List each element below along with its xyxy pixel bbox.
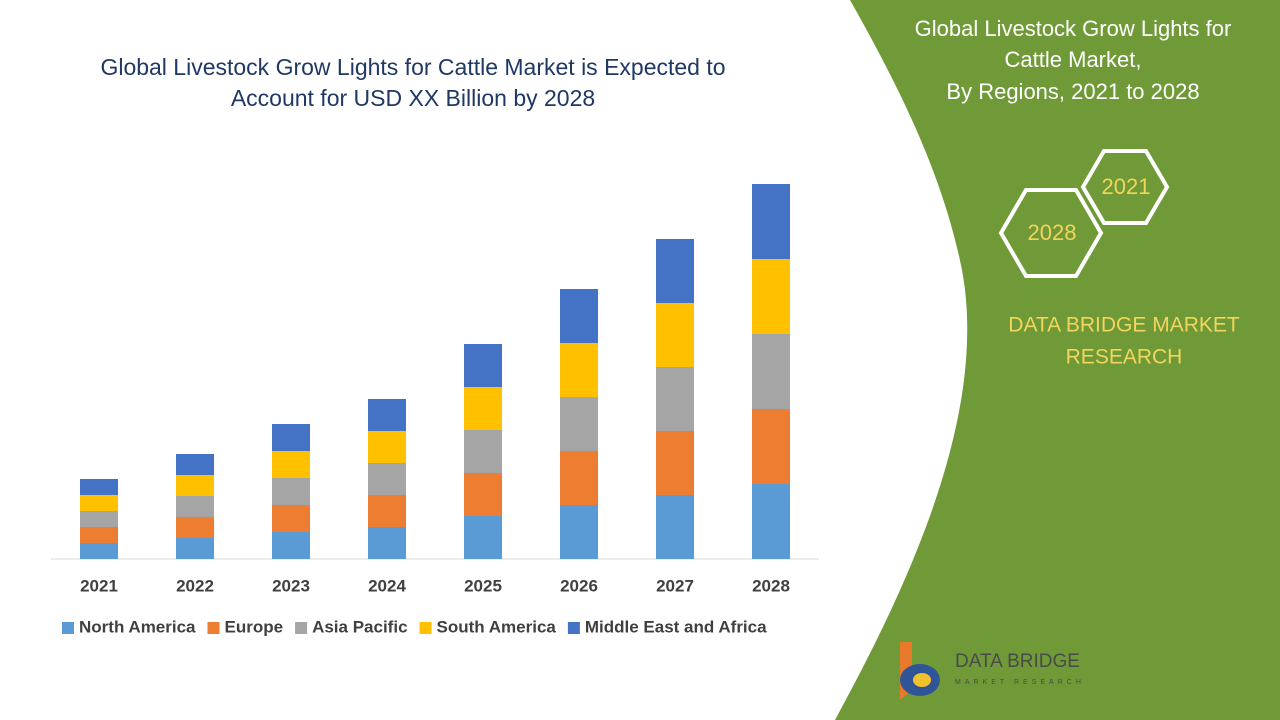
bar-segment (368, 399, 406, 431)
bar-segment (80, 543, 118, 559)
bar-segment (176, 496, 214, 517)
bar-segment (464, 473, 502, 516)
x-tick-label: 2026 (560, 576, 598, 595)
bar-segment (176, 454, 214, 475)
x-tick-label: 2023 (272, 576, 310, 595)
bar-segment (80, 479, 118, 495)
bar-segment (80, 511, 118, 527)
legend-label: South America (437, 617, 557, 636)
legend-swatch (207, 622, 220, 634)
logo-tagline: MARKET RESEARCH (955, 679, 1085, 686)
legend-label: North America (79, 617, 196, 636)
chart-title: Global Livestock Grow Lights for Cattle … (100, 54, 726, 111)
bar-segment (368, 527, 406, 559)
bar-segment (464, 387, 502, 430)
green-panel (835, 0, 1280, 720)
bar-segment (560, 451, 598, 505)
bar-segment (656, 239, 694, 303)
hexagon (1080, 149, 1170, 225)
bar-segment (560, 397, 598, 451)
bar-segment (464, 430, 502, 473)
bar-segment (656, 303, 694, 367)
brand-text: RESEARCH (1066, 346, 1183, 369)
bar-segment (752, 484, 790, 559)
bar-segment (272, 532, 310, 559)
bar-segment (656, 367, 694, 431)
bar-segment (176, 538, 214, 559)
x-tick-label: 2022 (176, 576, 214, 595)
x-tick-label: 2021 (80, 576, 118, 595)
panel-title: Global Livestock Grow Lights for (915, 16, 1232, 41)
legend-label: Europe (225, 617, 284, 636)
logo: DATA BRIDGE MARKET RESEARCH (900, 642, 1085, 700)
bar-segment (272, 478, 310, 505)
bar-segment (368, 495, 406, 527)
bar-segment (464, 344, 502, 387)
bar-segment (656, 495, 694, 559)
legend-swatch (295, 622, 308, 634)
panel-title: Cattle Market, (1005, 47, 1142, 72)
x-tick-label: 2028 (752, 576, 790, 595)
bar-segment (752, 334, 790, 409)
legend-swatch (62, 622, 74, 634)
legend-swatch (419, 622, 432, 634)
brand-text: DATA BRIDGE MARKET (1008, 314, 1240, 337)
bar-segment (80, 495, 118, 511)
bar-segment (176, 475, 214, 496)
bar-segment (272, 505, 310, 532)
hexagon-label: 2021 (1102, 174, 1151, 199)
hexagon (998, 188, 1104, 278)
bar-segment (464, 516, 502, 559)
bar-segment (368, 463, 406, 495)
logo-name: DATA BRIDGE (955, 651, 1080, 672)
hexagon-label: 2028 (1028, 220, 1077, 245)
bar-segment (560, 505, 598, 559)
bar-segment (560, 343, 598, 397)
x-tick-label: 2027 (656, 576, 694, 595)
legend-label: Asia Pacific (312, 617, 407, 636)
bar-segment (272, 424, 310, 451)
bar-segment (272, 451, 310, 478)
logo-shape (913, 673, 931, 687)
bar-segment (80, 527, 118, 543)
bar-segment (560, 289, 598, 343)
bar-segment (176, 517, 214, 538)
bar-segment (368, 431, 406, 463)
legend-swatch (567, 622, 580, 634)
x-tick-label: 2024 (368, 576, 406, 595)
bar-segment (752, 184, 790, 259)
x-tick-label: 2025 (464, 576, 502, 595)
legend-label: Middle East and Africa (585, 617, 767, 636)
bar-segment (656, 431, 694, 495)
bar-segment (752, 409, 790, 484)
bar-segment (752, 259, 790, 334)
panel-title: By Regions, 2021 to 2028 (946, 79, 1199, 104)
